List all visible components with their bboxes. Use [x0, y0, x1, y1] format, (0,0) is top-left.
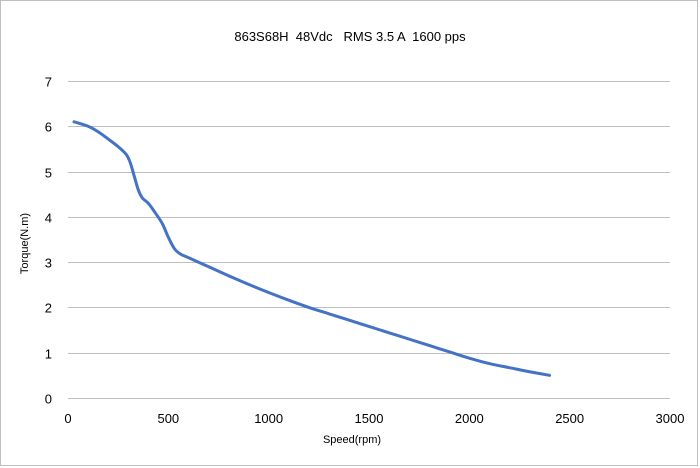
x-axis-title: Speed(rpm) [323, 434, 381, 446]
y-tick-label: 2 [45, 301, 52, 316]
x-tick-label: 2000 [455, 411, 484, 426]
x-tick-label: 1000 [254, 411, 283, 426]
y-tick-label: 7 [45, 75, 52, 90]
y-axis-title: Torque(N.m) [19, 213, 31, 274]
x-tick-label: 1500 [355, 411, 384, 426]
series-line [72, 120, 552, 377]
y-tick-label: 4 [45, 211, 52, 226]
y-tick-label: 6 [45, 120, 52, 135]
x-tick-label: 500 [157, 411, 179, 426]
chart-title: 863S68H 48Vdc RMS 3.5 A 1600 pps [234, 29, 466, 44]
y-tick-label: 1 [45, 347, 52, 362]
y-tick-label: 5 [45, 166, 52, 181]
x-tick-label: 2500 [555, 411, 584, 426]
y-tick-label: 3 [45, 256, 52, 271]
x-tick-label: 0 [64, 411, 71, 426]
x-tick-label: 3000 [656, 411, 685, 426]
y-tick-label: 0 [45, 392, 52, 407]
